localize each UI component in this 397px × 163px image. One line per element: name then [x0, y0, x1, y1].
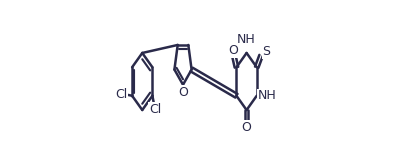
Text: O: O	[228, 44, 238, 57]
Text: Cl: Cl	[149, 103, 161, 116]
Text: O: O	[242, 121, 252, 134]
Text: O: O	[178, 86, 188, 99]
Text: S: S	[262, 45, 271, 58]
Text: NH: NH	[258, 89, 276, 102]
Text: Cl: Cl	[115, 89, 127, 101]
Text: NH: NH	[237, 33, 256, 46]
